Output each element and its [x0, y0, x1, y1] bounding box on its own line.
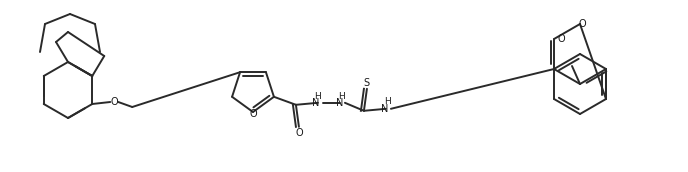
Text: O: O	[295, 128, 303, 138]
Text: N: N	[336, 98, 343, 108]
Text: S: S	[364, 78, 370, 88]
Text: H: H	[338, 92, 345, 101]
Text: N: N	[312, 98, 320, 108]
Text: O: O	[557, 34, 565, 44]
Text: H: H	[385, 97, 391, 106]
Text: O: O	[249, 109, 257, 119]
Text: H: H	[314, 92, 321, 101]
Text: O: O	[578, 19, 585, 29]
Text: N: N	[381, 104, 389, 114]
Text: O: O	[111, 97, 118, 107]
